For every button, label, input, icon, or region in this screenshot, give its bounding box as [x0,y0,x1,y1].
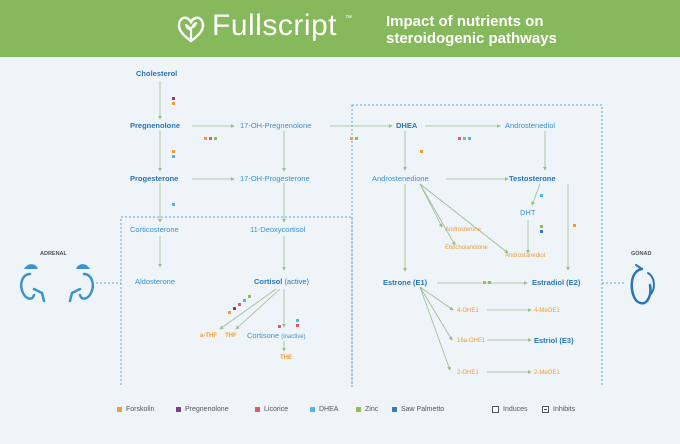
node-11-deoxycortisol: 11-Deoxycortisol [250,225,306,234]
node-a-thf: a-THF [200,333,217,339]
node-estradiol: Estradiol (E2) [532,278,581,287]
pathway-arrows [20,81,655,387]
node-cortisol: Cortisol (active) [254,277,310,286]
steroid-pathway-diagram: ADRENAL GONAD Cholesterol Pregnenolone 1… [0,57,680,387]
induces-box-icon [492,406,499,413]
node-estrone: Estrone (E1) [383,278,428,287]
node-aldosterone: Aldosterone [135,277,176,286]
node-androstenedione: Androstenedione [372,174,429,183]
legend-inhibits: Inhibits [553,406,576,413]
pregnenolone-swatch-icon [176,407,181,412]
node-testosterone: Testosterone [509,174,556,183]
legend-zinc: Zinc [365,406,379,413]
node-cholesterol: Cholesterol [136,69,178,78]
adrenal-label: ADRENAL [40,251,67,257]
node-pregnenolone: Pregnenolone [130,121,181,130]
gonad-region [351,104,603,387]
node-dhea: DHEA [396,121,418,130]
node-2-ohe1: 2-OHE1 [457,370,479,376]
page-title: Impact of nutrients on steroidogenic pat… [386,13,557,47]
node-etiocholanolone: Etiocholanolone [445,245,488,251]
node-17oh-pregnenolone: 17-OH-Pregnenolone [240,121,312,130]
kidneys-adrenal-icon [20,264,94,303]
node-2-meoe1: 2-MeOE1 [534,370,560,376]
node-estriol: Estriol (E3) [534,336,574,345]
node-corticosterone: Corticosterone [130,225,179,234]
saw-palmetto-swatch-icon [392,407,397,412]
zinc-swatch-icon [356,407,361,412]
legend-saw-palmetto: Saw Palmetto [401,406,445,413]
legend-dhea: DHEA [319,406,339,413]
nutrient-markers [172,97,576,328]
node-4-meoe1: 4-MeOE1 [534,308,560,314]
adrenal-region [120,216,353,387]
legend-forskolin: Forskolin [126,406,155,413]
legend-pregnenolone: Pregnenolone [185,406,229,413]
node-16a-ohe1: 16a-OHE1 [457,338,486,344]
node-androstenediol: Androstenediol [505,121,556,130]
brand-name: Fullscript [212,9,338,42]
node-progesterone: Progesterone [130,174,179,183]
node-cortisone: Cortisone (inactive) [247,331,306,340]
node-androsterone: Androsterone [445,227,482,233]
gonad-icon [630,264,655,305]
forskolin-swatch-icon [117,407,122,412]
node-androstanediol: Androstanediol [505,253,546,259]
header-banner: Fullscript ™ Impact of nutrients on ster… [0,0,680,57]
legend-licorice: Licorice [264,406,289,413]
inhibits-box-icon [542,406,549,413]
node-dht: DHT [520,208,536,217]
node-the: THE [280,355,292,361]
legend-induces: Induces [503,406,528,413]
node-4-ohe1: 4-OHE1 [457,308,479,314]
licorice-swatch-icon [255,407,260,412]
trademark: ™ [345,15,352,22]
gonad-label: GONAD [631,251,652,257]
sprout-heart-icon [177,16,205,43]
dhea-swatch-icon [310,407,315,412]
node-17oh-progesterone: 17-OH-Progesterone [240,174,310,183]
node-thf: THF [225,333,237,339]
